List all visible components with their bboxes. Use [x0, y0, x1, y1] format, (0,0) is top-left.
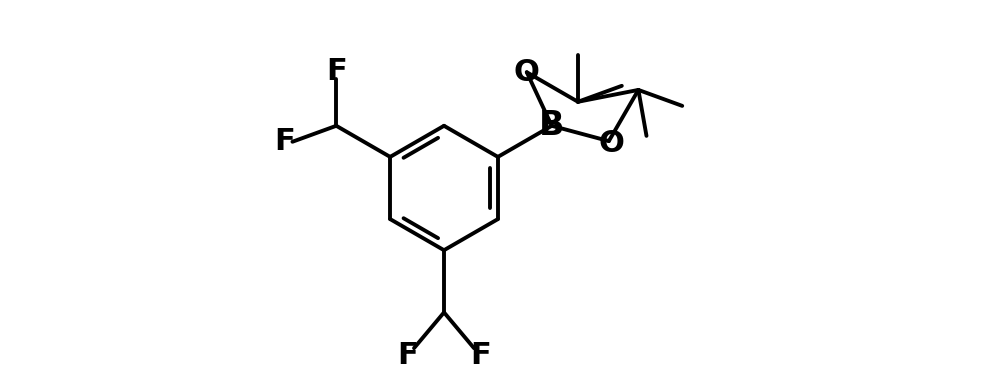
Text: O: O [598, 129, 624, 158]
Text: F: F [397, 341, 418, 370]
Text: O: O [514, 58, 540, 87]
Text: F: F [470, 341, 491, 370]
Text: B: B [539, 109, 565, 142]
Text: F: F [275, 127, 295, 156]
Text: F: F [326, 57, 347, 86]
